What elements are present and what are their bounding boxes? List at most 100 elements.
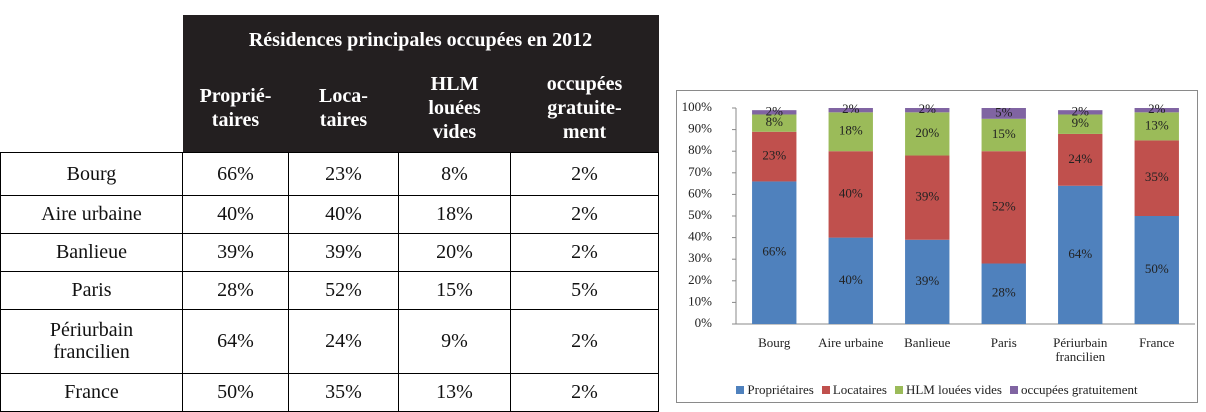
x-tick-label: Paris [990,335,1017,350]
legend-label: occupées gratuitement [1021,382,1138,397]
legend-swatch [736,386,745,394]
data-label: 8% [766,114,784,129]
cell: 23% [288,151,399,196]
y-tick-label: 80% [688,142,712,157]
column-header-line: taires [211,109,260,132]
column-header: HLM louées vides [398,65,511,152]
data-label: 24% [1068,151,1092,166]
cell: 64% [182,308,289,374]
data-label: 66% [762,244,786,259]
bar-segment [1134,108,1179,113]
data-label: 2% [1072,103,1090,118]
cell: 40% [288,194,399,234]
data-label: 2% [766,103,784,118]
cell: 66% [182,151,289,196]
row-label: Paris [0,270,183,310]
bar-segment [1134,140,1179,216]
cell: 5% [510,270,659,310]
data-label: 20% [915,125,939,140]
data-label: 5% [995,104,1013,119]
cell: 28% [182,270,289,310]
row-label: France [0,372,183,412]
cell: 50% [182,372,289,412]
y-tick-label: 60% [688,185,712,200]
table: Résidences principales occupées en 2012 … [0,15,659,412]
data-label: 28% [992,285,1016,300]
column-header: Proprié-taires [182,65,289,152]
legend-label: Propriétaires [747,382,814,397]
data-label: 15% [992,126,1016,141]
bar-segment [1134,112,1179,141]
bar-segment [828,237,873,324]
data-label: 40% [839,185,863,200]
data-label: 40% [839,272,863,287]
y-tick-label: 40% [688,229,712,244]
row-label: Banlieue [0,232,183,272]
bar-segment [905,108,950,113]
y-tick-label: 20% [688,272,712,287]
chart: 0% 10% 20% 30% 40% 50% 60% 70% 80% 90% 100% 66% 23% 8… [676,90,1198,403]
cell: 2% [510,232,659,272]
x-tick-label: Périurbain francilien [1053,335,1108,364]
cell: 8% [398,151,511,196]
legend-item: Propriétaires [736,382,814,398]
x-tick-label: Banlieue [904,335,951,350]
column-header: occupées gratuite-ment [510,65,659,152]
row-label: Bourg [0,151,183,196]
cell: 35% [288,372,399,412]
y-tick-label: 100% [682,99,713,114]
cell: 2% [510,308,659,374]
x-tick-label: Bourg [758,335,791,350]
legend-swatch [1010,386,1018,394]
y-tick-label: 10% [688,293,712,308]
table-title: Résidences principales occupées en 2012 [182,15,659,65]
bar-segment [1134,216,1179,324]
cell: 9% [398,308,511,374]
cell: 39% [182,232,289,272]
bar-segment [905,112,950,156]
x-tick-label: Aire urbaine [818,335,884,350]
column-header: Loca-taires [288,65,399,152]
bar-segment [828,108,873,113]
bar-segment [981,151,1026,264]
column-header-line: gratuite- [547,97,622,120]
data-label: 64% [1068,246,1092,261]
data-label: 52% [992,198,1016,213]
bar-segment [981,263,1026,324]
bar-segment [1058,185,1103,324]
cell: 18% [398,194,511,234]
data-label: 39% [915,273,939,288]
cell: 2% [510,372,659,412]
cell: 39% [288,232,399,272]
bar-segment [1058,110,1103,115]
bar-segment [752,110,797,115]
bar-segment [752,181,797,324]
column-header-line: louées [428,97,481,120]
cell: 24% [288,308,399,374]
bar-segment [1058,114,1103,134]
data-label: 2% [842,101,860,116]
table-row: Bourg 66% 23% 8% 2% [0,151,659,196]
y-tick-label: 50% [688,207,712,222]
bar-segment [828,112,873,152]
legend-item: occupées gratuitement [1010,382,1138,398]
data-label: 50% [1145,261,1169,276]
data-label: 2% [1148,101,1166,116]
bar-segment [981,108,1026,119]
table-row: France 50% 35% 13% 2% [0,372,659,412]
legend-label: Locataires [832,382,887,397]
table-row: Aire urbaine 40% 40% 18% 2% [0,194,659,234]
data-label: 2% [919,101,937,116]
cell: 2% [510,151,659,196]
legend-item: Locataires [821,382,887,398]
table-row: Périurbain francilien 64% 24% 9% 2% [0,308,659,374]
column-header-line: ment [562,121,607,144]
legend-item: HLM louées vides [894,382,1002,398]
cell: 52% [288,270,399,310]
y-tick-label: 0% [695,315,713,330]
data-label: 23% [762,148,786,163]
legend-swatch [821,386,830,394]
bar-segment [752,114,797,132]
column-header-line: taires [319,109,368,132]
